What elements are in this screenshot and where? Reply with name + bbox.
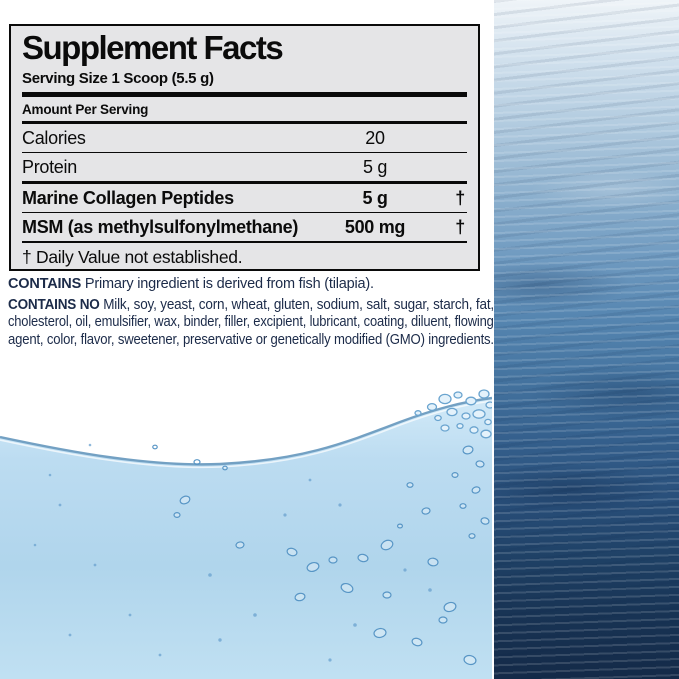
nutrient-name: Calories — [22, 127, 86, 148]
contains-note: CONTAINS Primary ingredient is derived f… — [8, 276, 494, 294]
nutrient-row-calories: Calories 20 — [22, 124, 467, 152]
nutrient-name: Protein — [22, 156, 77, 177]
ocean-water-photo-strip — [494, 0, 679, 679]
water-bubbles — [152, 444, 490, 666]
water-surface-highlight — [0, 400, 492, 469]
nutrient-name: MSM (as methylsulfonylmethane) — [22, 216, 299, 237]
water-splash-illustration — [0, 389, 492, 679]
contains-no-text: Milk, soy, yeast, corn, wheat, gluten, s… — [103, 296, 494, 313]
daily-value-symbol: † — [455, 216, 465, 237]
nutrient-value: 5 g — [362, 156, 388, 177]
contains-no-lead: CONTAINS NO — [8, 296, 104, 313]
allergen-notes: CONTAINS Primary ingredient is derived f… — [8, 276, 494, 349]
nutrient-row-protein: Protein 5 g — [22, 153, 467, 181]
thin-divider — [22, 151, 467, 153]
thick-divider — [22, 91, 467, 97]
nutrient-row-marine-collagen: Marine Collagen Peptides 5 g † — [22, 184, 467, 212]
contains-no-line-2: cholesterol, oil, emulsifier, wax, binde… — [8, 314, 494, 330]
contains-no-line-1: CONTAINS NO Milk, soy, yeast, corn, whea… — [8, 296, 494, 315]
nutrient-row-msm: MSM (as methylsulfonylmethane) 500 mg † — [22, 213, 467, 241]
daily-value-symbol: † — [455, 187, 465, 208]
contains-lead: CONTAINS — [8, 276, 85, 292]
contains-no-note: CONTAINS NO Milk, soy, yeast, corn, whea… — [8, 297, 494, 350]
panel-title: Supplement Facts — [22, 29, 284, 66]
water-specks — [33, 443, 432, 662]
supplement-facts-panel: Supplement Facts Serving Size 1 Scoop (5… — [9, 24, 480, 271]
serving-size: Serving Size 1 Scoop (5.5 g) — [22, 69, 214, 87]
contains-text: Primary ingredient is derived from fish … — [84, 276, 374, 292]
medium-divider — [22, 120, 467, 124]
nutrient-value: 500 mg — [344, 216, 406, 237]
contains-no-line-3: agent, color, flavor, sweetener, preserv… — [8, 331, 494, 348]
thin-divider — [22, 211, 467, 213]
foam-bubbles — [414, 389, 492, 439]
amount-per-serving-label: Amount Per Serving — [22, 101, 149, 117]
nutrient-value: 20 — [365, 127, 385, 148]
medium-divider — [22, 180, 467, 184]
medium-divider — [22, 240, 467, 243]
nutrient-name: Marine Collagen Peptides — [22, 187, 234, 208]
daily-value-footnote: † Daily Value not established. — [22, 246, 243, 267]
nutrient-value: 5 g — [362, 187, 388, 208]
water-body — [0, 398, 492, 679]
